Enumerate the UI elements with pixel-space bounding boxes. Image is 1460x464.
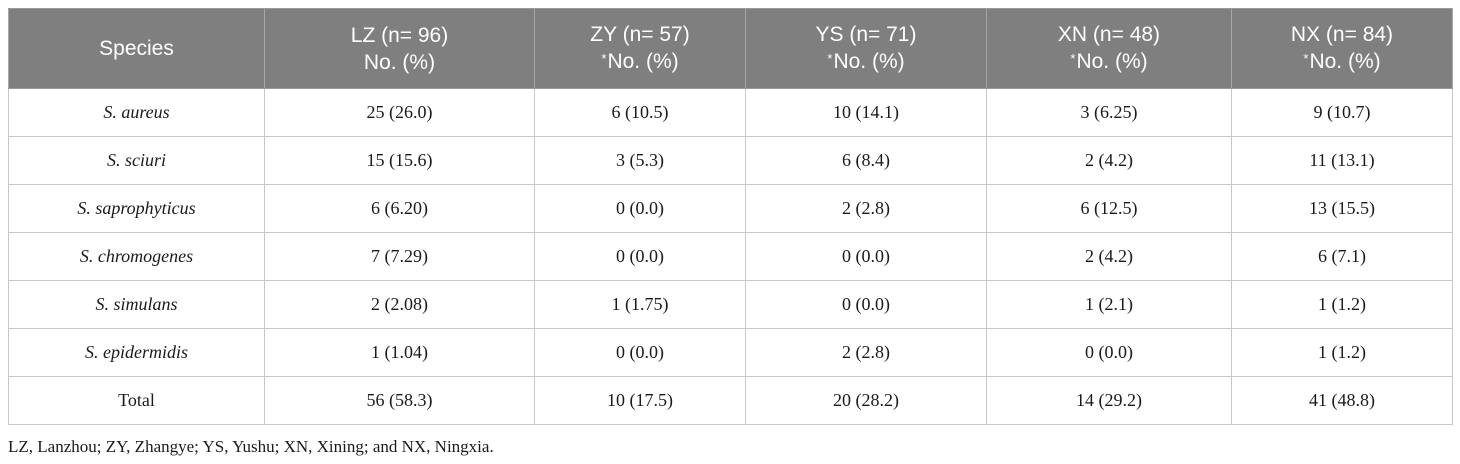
value-cell: 3 (6.25): [986, 88, 1232, 137]
table-row: S. saprophyticus 6 (6.20) 0 (0.0) 2 (2.8…: [8, 184, 1453, 233]
species-cell: S. simulans: [8, 280, 265, 329]
header-label: NX (n= 84): [1290, 22, 1394, 46]
footnote-marker: *: [601, 50, 607, 66]
species-cell: S. aureus: [8, 88, 265, 137]
total-label: Total: [8, 376, 265, 425]
value-cell: 0 (0.0): [534, 184, 746, 233]
value-cell: 6 (10.5): [534, 88, 746, 137]
header-sublabel: No. (%): [363, 50, 436, 74]
header-label: LZ (n= 96): [350, 23, 449, 47]
value-cell: 1 (1.2): [1231, 328, 1453, 377]
header-label: ZY (n= 57): [590, 22, 690, 46]
table-row: S. epidermidis 1 (1.04) 0 (0.0) 2 (2.8) …: [8, 328, 1453, 377]
value-cell: 15 (15.6): [264, 136, 535, 185]
value-cell: 1 (1.2): [1231, 280, 1453, 329]
value-cell: 10 (14.1): [745, 88, 987, 137]
value-cell: 0 (0.0): [986, 328, 1232, 377]
value-cell: 1 (1.75): [534, 280, 746, 329]
total-value-cell: 56 (58.3): [264, 376, 535, 425]
table-header-row: Species LZ (n= 96) No. (%) ZY (n= 57) *N…: [8, 8, 1453, 89]
value-cell: 2 (4.2): [986, 136, 1232, 185]
species-cell: S. sciuri: [8, 136, 265, 185]
value-cell: 2 (2.8): [745, 184, 987, 233]
footnote-marker: *: [827, 50, 833, 66]
header-zy: ZY (n= 57) *No. (%): [534, 8, 746, 89]
total-value-cell: 14 (29.2): [986, 376, 1232, 425]
value-cell: 6 (6.20): [264, 184, 535, 233]
species-cell: S. epidermidis: [8, 328, 265, 377]
footnote-marker: *: [1303, 50, 1309, 66]
header-label: Species: [99, 37, 174, 60]
header-label: YS (n= 71): [815, 22, 917, 46]
header-lz: LZ (n= 96) No. (%): [264, 8, 535, 89]
value-cell: 11 (13.1): [1231, 136, 1453, 185]
header-label: XN (n= 48): [1057, 22, 1161, 46]
header-sublabel: *No. (%): [1070, 49, 1148, 73]
header-species: Species: [8, 8, 265, 89]
value-cell: 6 (12.5): [986, 184, 1232, 233]
value-cell: 0 (0.0): [745, 280, 987, 329]
total-value-cell: 41 (48.8): [1231, 376, 1453, 425]
value-cell: 2 (2.08): [264, 280, 535, 329]
value-cell: 9 (10.7): [1231, 88, 1453, 137]
table-row: S. simulans 2 (2.08) 1 (1.75) 0 (0.0) 1 …: [8, 280, 1453, 329]
value-cell: 0 (0.0): [534, 232, 746, 281]
value-cell: 0 (0.0): [534, 328, 746, 377]
table-row: S. aureus 25 (26.0) 6 (10.5) 10 (14.1) 3…: [8, 88, 1453, 137]
value-cell: 6 (8.4): [745, 136, 987, 185]
header-sublabel: *No. (%): [1303, 49, 1381, 73]
species-cell: S. saprophyticus: [8, 184, 265, 233]
table-row: S. sciuri 15 (15.6) 3 (5.3) 6 (8.4) 2 (4…: [8, 136, 1453, 185]
value-cell: 7 (7.29): [264, 232, 535, 281]
footnote-marker: *: [1070, 50, 1076, 66]
header-nx: NX (n= 84) *No. (%): [1231, 8, 1453, 89]
species-table-container: Species LZ (n= 96) No. (%) ZY (n= 57) *N…: [8, 8, 1453, 425]
value-cell: 25 (26.0): [264, 88, 535, 137]
value-cell: 1 (2.1): [986, 280, 1232, 329]
species-cell: S. chromogenes: [8, 232, 265, 281]
species-distribution-table: Species LZ (n= 96) No. (%) ZY (n= 57) *N…: [8, 8, 1453, 425]
value-cell: 13 (15.5): [1231, 184, 1453, 233]
value-cell: 2 (4.2): [986, 232, 1232, 281]
header-ys: YS (n= 71) *No. (%): [745, 8, 987, 89]
table-row: S. chromogenes 7 (7.29) 0 (0.0) 0 (0.0) …: [8, 232, 1453, 281]
value-cell: 0 (0.0): [745, 232, 987, 281]
table-footnote: LZ, Lanzhou; ZY, Zhangye; YS, Yushu; XN,…: [8, 437, 494, 456]
header-sublabel: *No. (%): [827, 49, 905, 73]
header-sublabel: *No. (%): [601, 49, 679, 73]
value-cell: 6 (7.1): [1231, 232, 1453, 281]
value-cell: 2 (2.8): [745, 328, 987, 377]
value-cell: 1 (1.04): [264, 328, 535, 377]
total-value-cell: 20 (28.2): [745, 376, 987, 425]
value-cell: 3 (5.3): [534, 136, 746, 185]
header-xn: XN (n= 48) *No. (%): [986, 8, 1232, 89]
total-row: Total 56 (58.3) 10 (17.5) 20 (28.2) 14 (…: [8, 376, 1453, 425]
total-value-cell: 10 (17.5): [534, 376, 746, 425]
